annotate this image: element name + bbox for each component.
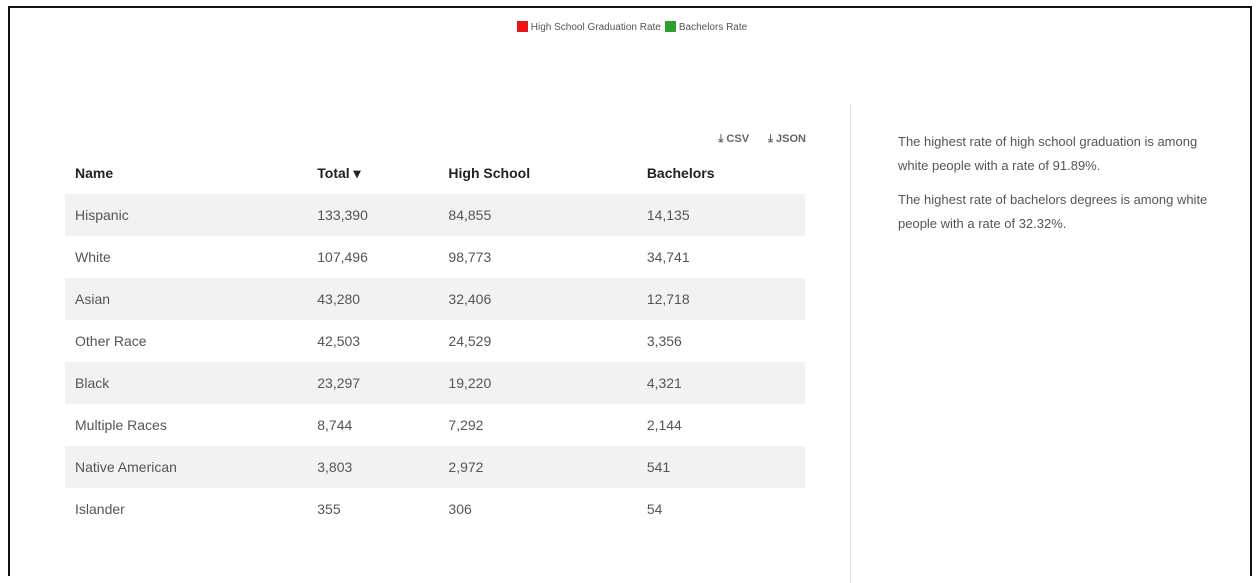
table-row: Hispanic 133,390 84,855 14,135 (65, 194, 805, 236)
table-cell: Other Race (75, 333, 147, 349)
table-cell: 19,220 (438, 362, 637, 404)
table-row: White 107,496 98,773 34,741 (65, 236, 805, 278)
legend-item[interactable]: High School Graduation Rate (513, 21, 661, 33)
column-header[interactable]: Name (65, 152, 307, 194)
column-label: Total (317, 164, 350, 181)
page: High School Graduation Rate Bachelors Rat… (8, 6, 1252, 583)
column-label: High School (448, 165, 531, 181)
table-cell: Hispanic (65, 194, 308, 236)
table-row: Other Race 42,503 24,529 3,356 (65, 320, 805, 362)
data-table: Name Total ▾ High School Bachelors Hispanic 1… (65, 152, 805, 530)
legend-label: Bachelors Rate (678, 22, 748, 33)
table-cell: Asian (65, 278, 308, 320)
table-cell: 42,503 (317, 333, 361, 349)
downloads: ⤓ CSV ⤓ JSON (670, 133, 807, 146)
table-cell: 24,529 (448, 333, 492, 349)
column-header[interactable]: High School (438, 152, 636, 194)
table-cell: 14,135 (636, 194, 805, 236)
csv-button[interactable]: ⤓ CSV (718, 133, 750, 145)
csv-label: CSV (726, 133, 750, 145)
table-cell: Native American (65, 446, 308, 488)
table-cell: 34,741 (646, 249, 690, 265)
column-header[interactable]: Total ▾ (307, 152, 438, 194)
summary: The highest rate of high school graduati… (898, 130, 1228, 246)
table-cell: Multiple Races (75, 417, 167, 433)
table-cell: 3,356 (646, 333, 682, 349)
column-label: Bachelors (646, 165, 715, 181)
table-cell: Black (65, 362, 308, 404)
table-row: Islander 355 306 54 (65, 488, 805, 530)
summary-text: The highest rate of high school graduati… (898, 134, 1198, 173)
table-row: Asian 43,280 32,406 12,718 (65, 278, 805, 320)
table-cell: 8,744 (317, 417, 353, 433)
table-cell: 7,292 (448, 417, 484, 433)
table-cell: 3,803 (307, 446, 439, 488)
legend-swatch (664, 21, 676, 32)
summary-text: The highest rate of bachelors degrees is… (898, 192, 1208, 231)
table-cell: 84,855 (438, 194, 637, 236)
column-header[interactable]: Bachelors (637, 152, 805, 194)
table-cell: 4,321 (636, 362, 805, 404)
divider (850, 103, 851, 583)
frame: High School Graduation Rate Bachelors Rat… (8, 6, 1252, 583)
json-label: JSON (776, 133, 806, 145)
table-cell: 355 (317, 501, 341, 517)
table-row: Black 23,297 19,220 4,321 (65, 362, 805, 404)
sort-icon: ▾ (349, 164, 361, 181)
table-cell: 133,390 (307, 194, 439, 236)
table-cell: 32,406 (438, 278, 637, 320)
table-cell: 107,496 (317, 249, 368, 265)
legend-swatch (516, 21, 528, 32)
legend: High School Graduation Rate Bachelors Rat… (10, 21, 1250, 33)
column-label: Name (75, 165, 114, 181)
legend-item[interactable]: Bachelors Rate (661, 21, 748, 33)
table-cell: White (75, 249, 111, 265)
table-row: Native American 3,803 2,972 541 (65, 446, 805, 488)
table-cell: 306 (448, 501, 472, 517)
json-button[interactable]: ⤓ JSON (768, 133, 806, 145)
table-cell: 2,972 (438, 446, 637, 488)
table-cell: Islander (75, 501, 125, 517)
table-cell: 23,297 (307, 362, 439, 404)
table-cell: 12,718 (636, 278, 805, 320)
legend-label: High School Graduation Rate (530, 22, 661, 33)
table-cell: 54 (646, 501, 663, 517)
table-cell: 43,280 (307, 278, 439, 320)
table-cell: 98,773 (448, 249, 492, 265)
table-cell: 2,144 (646, 417, 682, 433)
table-row: Multiple Races 8,744 7,292 2,144 (65, 404, 805, 446)
table-cell: 541 (636, 446, 805, 488)
